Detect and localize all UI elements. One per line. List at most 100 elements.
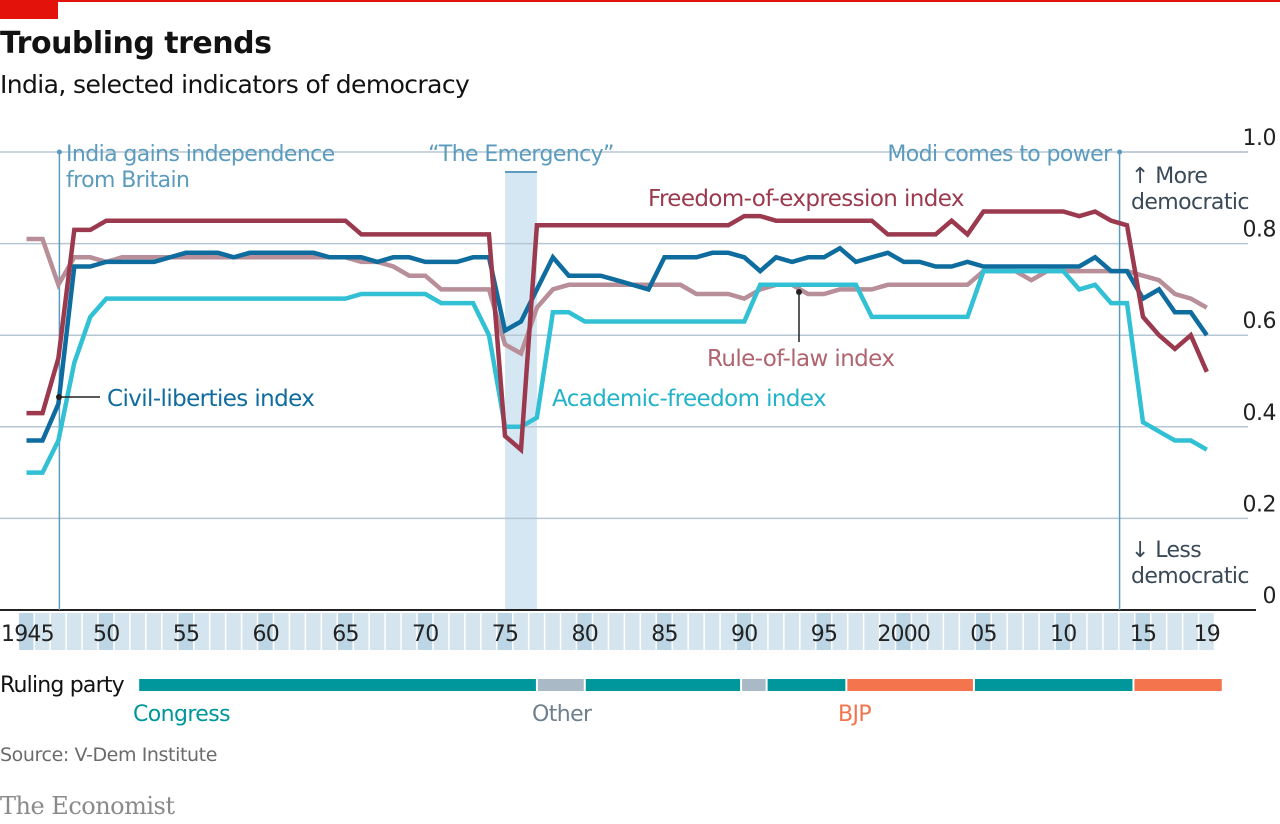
civil-liberties-leader-dot	[56, 394, 62, 400]
y-tick-label: 0	[1263, 584, 1277, 609]
x-year-cell	[991, 613, 1007, 650]
x-year-cell	[306, 613, 321, 650]
x-year-cell	[1103, 613, 1119, 650]
x-year-cell	[768, 613, 784, 650]
x-year-cell	[1055, 613, 1071, 650]
x-year-cell	[194, 613, 209, 650]
x-year-cell	[98, 613, 114, 650]
series-line-civil-liberties	[26, 245, 1209, 443]
x-year-cell	[162, 613, 178, 650]
ruling-party-label: Ruling party	[0, 673, 125, 698]
modi-marker-dot	[1117, 149, 1123, 155]
brand-tag	[0, 0, 58, 19]
x-tick-label: 1945	[1, 622, 54, 647]
party-segment-congress	[767, 679, 846, 691]
x-tick-label: 85	[651, 622, 677, 647]
x-year-cell	[816, 613, 831, 650]
source-note: Source: V-Dem Institute	[0, 744, 218, 766]
independence-label-line1: India gains independence	[66, 142, 335, 167]
party-legend-bjp: BJP	[838, 702, 871, 727]
x-year-cell	[1087, 613, 1103, 650]
series-label-freedom-of-expression: Freedom-of-expression index	[648, 186, 964, 212]
rule-of-law-leader-dot	[796, 289, 802, 295]
series-line-freedom-of-expression	[26, 209, 1209, 455]
series-label-civil-liberties: Civil-liberties index	[107, 386, 314, 412]
x-tick-label: 10	[1050, 622, 1076, 647]
party-segment-bjp	[1134, 679, 1222, 691]
x-year-cell	[800, 613, 816, 650]
x-tick-label: 19	[1194, 622, 1220, 647]
series-label-rule-of-law: Rule-of-law index	[707, 346, 894, 372]
x-year-cell	[290, 613, 305, 650]
x-year-cell	[465, 613, 481, 650]
series-label-academic-freedom: Academic-freedom index	[552, 386, 826, 412]
x-year-cell	[960, 613, 975, 650]
less-democratic-line1: ↓ Less	[1131, 538, 1201, 563]
x-year-cell	[1183, 613, 1198, 650]
x-tick-label: 90	[731, 622, 757, 647]
y-tick-label: 1.0	[1243, 126, 1277, 151]
x-tick-label: 50	[93, 622, 119, 647]
x-year-cell	[449, 613, 465, 650]
x-year-cell	[864, 613, 879, 650]
x-tick-label: 65	[332, 622, 358, 647]
x-year-cell	[944, 613, 959, 650]
party-segment-other	[742, 679, 766, 691]
x-year-cell	[1151, 613, 1166, 650]
party-segment-congress	[974, 679, 1133, 691]
chart-subtitle: India, selected indicators of democracy	[0, 70, 470, 99]
economist-logo: The Economist	[0, 792, 175, 820]
y-tick-label: 0.6	[1243, 309, 1277, 334]
x-year-cell	[720, 613, 736, 650]
x-year-cell	[928, 613, 943, 650]
x-year-cell	[880, 613, 895, 650]
x-year-cell	[385, 613, 401, 650]
x-year-cell	[752, 613, 768, 650]
x-tick-label: 05	[970, 622, 996, 647]
x-year-cell	[1167, 613, 1182, 650]
x-tick-label: 70	[412, 622, 438, 647]
series-line-rule-of-law	[26, 236, 1208, 357]
party-segment-bjp	[847, 679, 973, 691]
x-year-cell	[417, 613, 433, 650]
x-year-cell	[625, 613, 640, 650]
party-legend-congress: Congress	[133, 702, 230, 727]
x-year-cell	[82, 613, 98, 650]
x-year-cell	[274, 613, 289, 650]
x-tick-label: 2000	[877, 622, 930, 647]
x-year-cell	[258, 613, 273, 650]
x-year-cell	[976, 613, 991, 650]
x-year-cell	[322, 613, 337, 650]
more-democratic-line2: democratic	[1131, 190, 1249, 215]
x-year-cell	[848, 613, 863, 650]
party-segment-other	[537, 679, 584, 691]
x-year-cell	[50, 613, 66, 650]
x-year-cell	[497, 613, 512, 650]
x-year-cell	[353, 613, 369, 650]
x-tick-label: 75	[492, 622, 518, 647]
x-year-cell	[704, 613, 720, 650]
x-year-cell	[146, 613, 162, 650]
x-tick-label: 60	[253, 622, 279, 647]
x-year-cell	[688, 613, 704, 650]
chart-title: Troubling trends	[0, 26, 272, 61]
x-tick-label: 55	[173, 622, 199, 647]
x-year-cell	[242, 613, 257, 650]
x-year-cell	[1023, 613, 1039, 650]
modi-label: Modi comes to power	[887, 142, 1113, 167]
x-year-cell	[736, 613, 752, 650]
x-year-cell	[19, 613, 34, 650]
x-year-cell	[1119, 613, 1135, 650]
x-year-cell	[34, 613, 50, 650]
x-year-cell	[545, 613, 560, 650]
y-tick-label: 0.4	[1243, 401, 1277, 426]
x-year-cell	[832, 613, 847, 650]
series-line-academic-freedom	[26, 268, 1208, 475]
x-tick-label: 95	[811, 622, 837, 647]
x-year-cell	[178, 613, 193, 650]
less-democratic-line2: democratic	[1131, 564, 1249, 589]
x-year-cell	[66, 613, 82, 650]
x-year-cell	[114, 613, 130, 650]
more-democratic-line1: ↑ More	[1131, 164, 1207, 189]
x-year-cell	[896, 613, 911, 650]
